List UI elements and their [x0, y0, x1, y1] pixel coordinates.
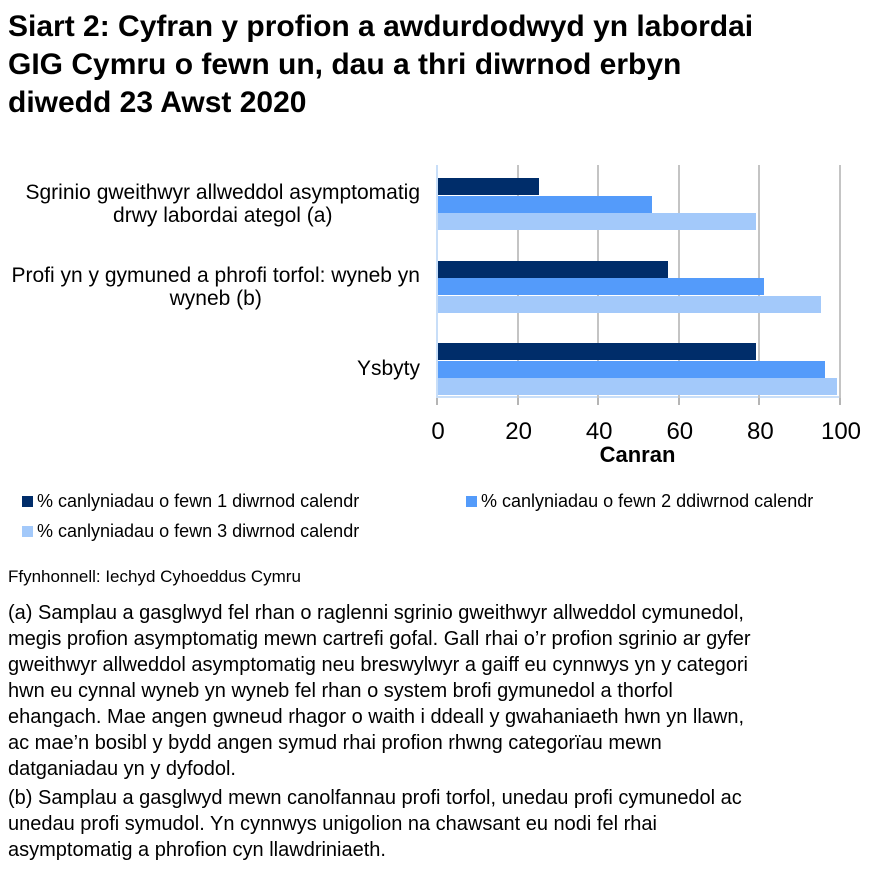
- axis-tick: [436, 398, 438, 405]
- text-line: ehangach. Mae angen gwneud rhagor o wait…: [8, 706, 745, 728]
- category-label-line: wyneb (b): [169, 286, 262, 310]
- x-axis-title: Canran: [599, 442, 676, 467]
- axis-tick: [839, 398, 841, 405]
- legend-label-3-days: % canlyniadau o fewn 3 diwrnod calendr: [37, 521, 360, 541]
- source-line: Ffynhonnell: Iechyd Cyhoeddus Cymru: [8, 567, 301, 586]
- category-label-line: Ysbyty: [356, 357, 420, 380]
- legend-swatch-2-days-icon: [466, 496, 477, 507]
- axis-tick: [677, 398, 680, 405]
- text-line: asymptomatig a phrofion cyn llawdriniaet…: [8, 839, 386, 861]
- text-line: (b) Samplau a gasglwyd mewn canolfannau …: [8, 787, 742, 809]
- axis-tick: [597, 398, 600, 405]
- bar-chart: Sgrinio gweithwyr allweddol asymptomatig…: [0, 150, 871, 467]
- category-label-line: drwy labordai ategol (a): [113, 204, 333, 227]
- category-label: Sgrinio gweithwyr allweddol asymptomatig…: [25, 181, 420, 227]
- legend-item-3-days: % canlyniadau o fewn 3 diwrnod calendr: [22, 521, 466, 542]
- bar: [438, 213, 757, 230]
- bar: [438, 343, 757, 360]
- x-tick-label: 20: [505, 418, 532, 445]
- legend-label-2-days: % canlyniadau o fewn 2 ddiwrnod calendr: [481, 491, 814, 511]
- plot-area: [436, 165, 841, 405]
- text-line: megis profion asymptomatig mewn cartrefi…: [8, 628, 751, 650]
- legend: % canlyniadau o fewn 1 diwrnod calendr %…: [22, 491, 871, 542]
- category-label-line: Sgrinio gweithwyr allweddol asymptomatig: [25, 181, 420, 204]
- text-line: hwn eu cynnal wyneb yn wyneb fel rhan o …: [8, 680, 673, 702]
- text-line: (a) Samplau a gasglwyd fel rhan o raglen…: [8, 602, 744, 624]
- footnote-b: (b) Samplau a gasglwyd mewn canolfannau …: [8, 785, 871, 863]
- legend-item-1-day: % canlyniadau o fewn 1 diwrnod calendr: [22, 491, 466, 512]
- text-line: GIG Cymru o fewn un, dau a thri diwrnod …: [8, 48, 682, 81]
- bar: [438, 260, 668, 278]
- legend-item-2-days: % canlyniadau o fewn 2 ddiwrnod calendr: [466, 491, 871, 512]
- x-tick-label: 80: [747, 418, 774, 445]
- text-line: gweithwyr allweddol asymptomatig neu bre…: [8, 654, 748, 676]
- bar: [438, 295, 821, 313]
- axis-tick: [516, 398, 519, 405]
- x-tick-label: 0: [431, 418, 445, 445]
- text-line: datganiadau yn y dyfodol.: [8, 758, 236, 780]
- text-line: diwedd 23 Awst 2020: [8, 86, 307, 119]
- legend-swatch-1-day-icon: [22, 496, 33, 507]
- text-line: ac mae’n bosibl y bydd angen symud rhai …: [8, 732, 662, 754]
- report-page: Siart 2: Cyfran y profion a awdurdodwyd …: [0, 8, 871, 863]
- x-tick-label: 40: [585, 418, 613, 445]
- category-label: Ysbyty: [357, 357, 420, 380]
- chart-title: Siart 2: Cyfran y profion a awdurdodwyd …: [8, 8, 871, 122]
- bar: [438, 360, 825, 378]
- footnotes: (a) Samplau a gasglwyd fel rhan o raglen…: [8, 600, 871, 863]
- bar: [438, 278, 765, 295]
- text-line: unedau profi symudol. Yn cynnwys unigoli…: [8, 813, 657, 835]
- bar: [438, 195, 652, 213]
- text-line: Siart 2: Cyfran y profion a awdurdodwyd …: [8, 10, 754, 43]
- legend-swatch-3-days-icon: [22, 526, 33, 537]
- axis-tick: [758, 398, 761, 405]
- footnote-a: (a) Samplau a gasglwyd fel rhan o raglen…: [8, 600, 871, 782]
- category-label: Profi yn y gymuned a phrofi torfol: wyne…: [11, 264, 420, 310]
- category-label-line: Profi yn y gymuned a phrofi torfol: wyne…: [11, 263, 420, 287]
- legend-label-1-day: % canlyniadau o fewn 1 diwrnod calendr: [37, 491, 360, 511]
- gridline: [839, 165, 841, 398]
- x-tick-label: 60: [666, 418, 694, 445]
- x-tick-label: 100: [820, 418, 862, 445]
- bar: [438, 178, 539, 195]
- bar: [438, 378, 837, 395]
